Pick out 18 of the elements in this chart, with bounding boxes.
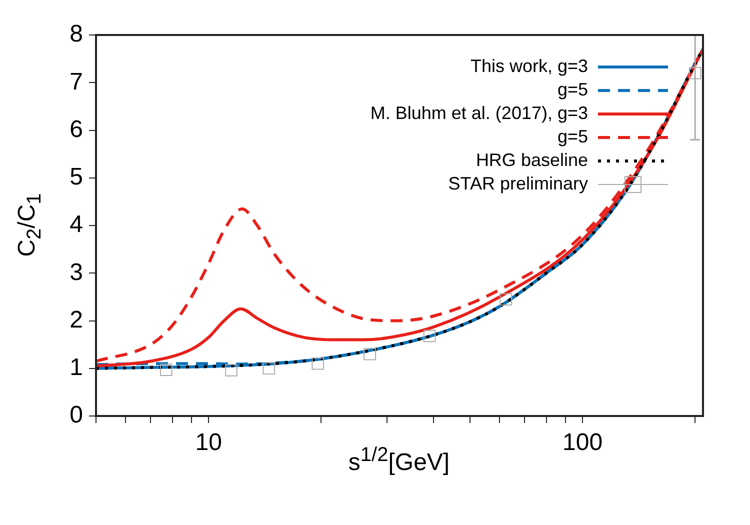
legend-label: This work, g=3 [470, 56, 588, 76]
legend-label: g=5 [557, 126, 588, 146]
y-tick-label: 3 [70, 258, 83, 286]
x-tick-label: 10 [195, 429, 222, 456]
legend-label: STAR preliminary [448, 173, 588, 194]
legend-label: g=5 [557, 79, 588, 100]
y-tick-label: 7 [70, 68, 83, 96]
legend-label: M. Bluhm et al. (2017), g=3 [370, 102, 588, 123]
y-tick-label: 1 [70, 354, 83, 381]
y-tick-label: 5 [70, 164, 83, 190]
legend-label: HRG baseline [476, 150, 588, 170]
x-tick-label: 100 [562, 429, 603, 456]
y-tick-label: 0 [70, 402, 83, 429]
y-tick-label: 2 [70, 306, 83, 334]
y-tick-label: 8 [70, 20, 83, 48]
y-tick-label: 6 [70, 116, 83, 143]
x-axis-title: s$^{1/2}$[GeV] [348, 444, 450, 477]
y-tick-label: 4 [70, 211, 83, 238]
